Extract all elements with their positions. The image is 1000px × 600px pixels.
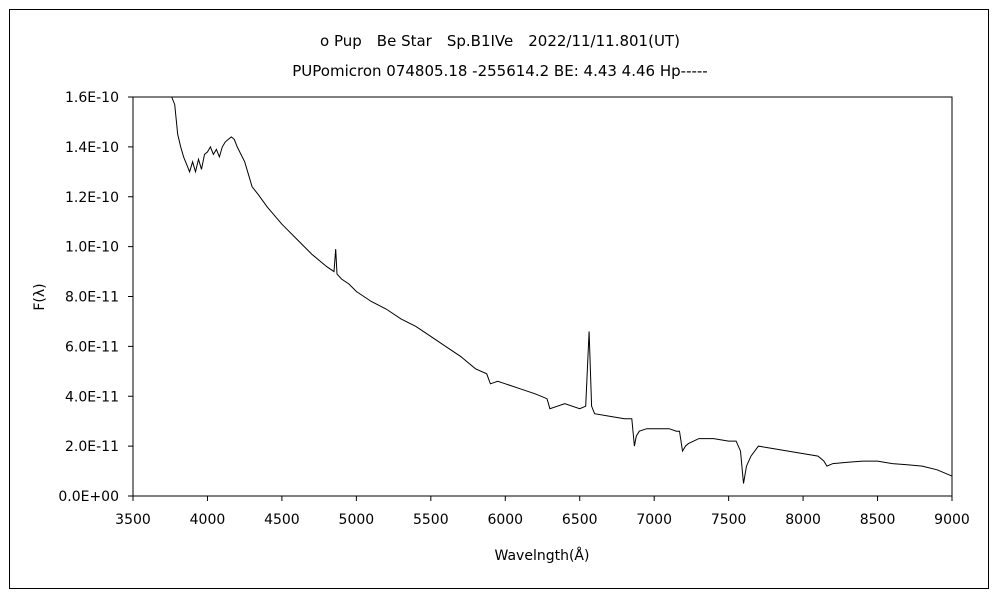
x-tick-label: 4000	[190, 512, 226, 528]
y-axis-label: F(λ)	[32, 283, 48, 310]
y-tick-label: 0.0E+00	[58, 489, 119, 505]
y-tick-label: 1.4E-10	[65, 140, 119, 156]
chart-subtitle: PUPomicron 074805.18 -255614.2 BE: 4.43 …	[292, 62, 708, 80]
y-tick-label: 1.6E-10	[65, 90, 119, 106]
x-tick-label: 5000	[339, 512, 375, 528]
chart-title: ο Pup Be Star Sp.B1IVe 2022/11/11.801(UT…	[320, 32, 680, 50]
x-tick-label: 6000	[487, 512, 523, 528]
x-tick-label: 8500	[860, 512, 896, 528]
y-tick-label: 4.0E-11	[65, 389, 119, 405]
y-tick-label: 1.2E-10	[65, 190, 119, 206]
chart-frame	[9, 9, 989, 589]
x-tick-label: 9000	[934, 512, 970, 528]
x-tick-label: 7000	[636, 512, 672, 528]
y-tick-label: 8.0E-11	[65, 290, 119, 306]
y-tick-label: 6.0E-11	[65, 339, 119, 355]
x-tick-label: 6500	[562, 512, 598, 528]
x-tick-label: 8000	[785, 512, 821, 528]
x-tick-label: 3500	[115, 512, 151, 528]
y-tick-label: 2.0E-11	[65, 439, 119, 455]
x-tick-label: 7500	[711, 512, 747, 528]
x-axis-label: Wavelngth(Å)	[495, 547, 590, 564]
x-tick-label: 5500	[413, 512, 449, 528]
plot-area	[132, 96, 953, 497]
spectrum-series-line	[171, 96, 953, 484]
y-tick-label: 1.0E-10	[65, 240, 119, 256]
x-tick-label: 4500	[264, 512, 300, 528]
